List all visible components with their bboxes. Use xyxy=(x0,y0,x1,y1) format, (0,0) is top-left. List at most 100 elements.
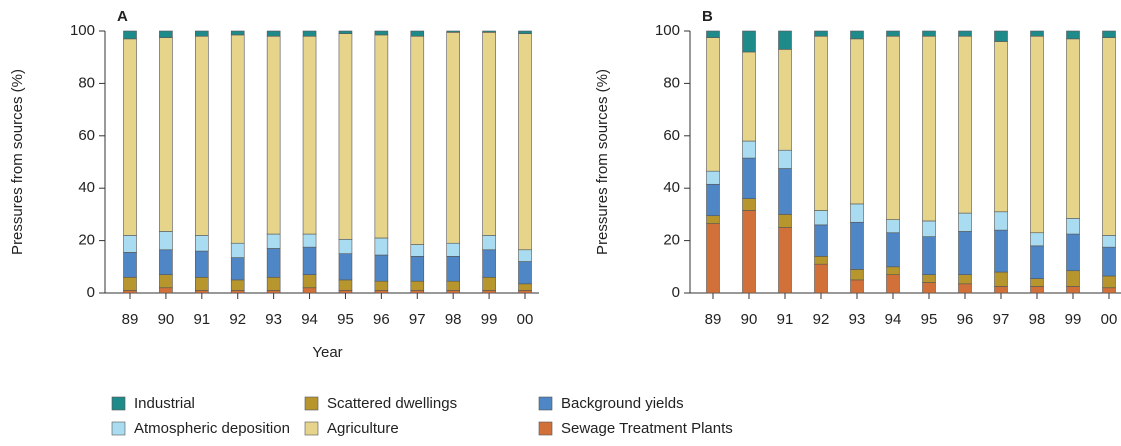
bar-segment xyxy=(958,212,972,232)
bar-segment xyxy=(482,290,496,294)
bar-segment xyxy=(159,37,173,232)
legend-label: Atmospheric deposition xyxy=(134,420,290,437)
bar-segment xyxy=(302,246,317,275)
bar-segment xyxy=(1066,218,1080,235)
bar-segment xyxy=(742,30,756,53)
bar-segment xyxy=(958,35,972,214)
bar-segment xyxy=(1066,286,1080,294)
bar-segment xyxy=(1066,38,1080,219)
bar-segment xyxy=(123,252,137,278)
x-tick-label: 98 xyxy=(445,311,462,328)
bar-segment xyxy=(994,229,1008,273)
bar-segment xyxy=(958,30,972,37)
bar-segment xyxy=(338,30,353,34)
bar-segment xyxy=(302,30,317,37)
bar-segment xyxy=(850,221,864,270)
legend-label: Industrial xyxy=(134,395,195,412)
bar-segment xyxy=(195,250,209,278)
bar-segment xyxy=(706,30,720,38)
bar-segment xyxy=(518,283,532,291)
y-tick-label: 60 xyxy=(663,127,680,144)
bar-segment xyxy=(518,249,532,262)
bar-segment xyxy=(374,237,389,256)
x-tick-label: 89 xyxy=(122,311,139,328)
bar-segment xyxy=(374,30,389,36)
bar-segment xyxy=(123,276,137,291)
bar-segment xyxy=(1102,37,1116,236)
legend-swatch xyxy=(111,421,126,436)
x-tick-label: 97 xyxy=(409,311,426,328)
bar-segment xyxy=(922,30,936,37)
x-tick-label: 93 xyxy=(265,311,282,328)
bar-segment xyxy=(410,35,425,245)
bar-segment xyxy=(922,274,936,283)
x-tick-label: 96 xyxy=(373,311,390,328)
legend-swatch xyxy=(304,421,319,436)
bar-segment xyxy=(338,253,353,281)
bar-segment xyxy=(850,203,864,223)
bar-segment xyxy=(850,30,864,40)
bar-segment xyxy=(814,35,828,211)
bar-segment xyxy=(1030,286,1044,294)
bar-segment xyxy=(850,38,864,205)
bar-segment xyxy=(850,269,864,281)
x-tick-label: 95 xyxy=(337,311,354,328)
bar-segment xyxy=(922,282,936,294)
bar-segment xyxy=(374,34,389,239)
bar-segment xyxy=(778,30,792,50)
bar-segment xyxy=(482,32,496,236)
bar-segment xyxy=(742,157,756,199)
x-tick-label: 98 xyxy=(1029,311,1046,328)
bar-segment xyxy=(123,235,137,253)
bar-segment xyxy=(886,274,900,294)
x-tick-label: 93 xyxy=(849,311,866,328)
bar-segment xyxy=(778,149,792,169)
x-tick-label: 90 xyxy=(158,311,175,328)
y-tick-label: 100 xyxy=(655,22,680,39)
bar-segment xyxy=(123,38,137,236)
bar-segment xyxy=(706,223,720,294)
x-tick-label: 96 xyxy=(957,311,974,328)
bar-segment xyxy=(1102,275,1116,289)
panel-label: A xyxy=(117,8,128,25)
legend-swatch xyxy=(538,396,553,411)
bar-segment xyxy=(482,235,496,251)
bar-segment xyxy=(994,271,1008,287)
bar-segment xyxy=(850,279,864,294)
y-tick-label: 40 xyxy=(78,179,95,196)
bar-segment xyxy=(958,274,972,285)
legend-label: Sewage Treatment Plants xyxy=(561,420,733,437)
bar-segment xyxy=(742,198,756,211)
x-tick-label: 92 xyxy=(229,311,246,328)
y-axis-label: Pressures from sources (%) xyxy=(9,69,26,255)
bar-segment xyxy=(230,242,245,258)
bar-segment xyxy=(886,30,900,37)
x-tick-label: 94 xyxy=(885,311,902,328)
bar-segment xyxy=(446,290,460,294)
bar-segment xyxy=(338,290,353,294)
bar-segment xyxy=(706,37,720,172)
bar-segment xyxy=(994,30,1008,42)
bar-segment xyxy=(338,33,353,240)
bar-segment xyxy=(410,280,425,291)
legend-label: Background yields xyxy=(561,395,684,412)
bar-segment xyxy=(195,290,209,294)
bar-segment xyxy=(1066,270,1080,287)
bar-segment xyxy=(922,236,936,275)
y-tick-label: 80 xyxy=(663,74,680,91)
bar-segment xyxy=(742,210,756,294)
bar-segment xyxy=(446,242,460,257)
y-tick-label: 0 xyxy=(672,284,680,301)
bar-segment xyxy=(482,249,496,278)
bar-segment xyxy=(482,276,496,291)
bar-segment xyxy=(814,224,828,257)
y-axis-label: Pressures from sources (%) xyxy=(594,69,611,255)
bar-segment xyxy=(230,30,245,36)
bar-segment xyxy=(886,35,900,220)
bar-segment xyxy=(266,30,281,37)
bar-segment xyxy=(123,30,137,40)
bar-segment xyxy=(302,287,317,294)
x-axis-label: Year xyxy=(312,344,342,361)
bar-segment xyxy=(814,210,828,226)
bar-segment xyxy=(410,30,425,37)
